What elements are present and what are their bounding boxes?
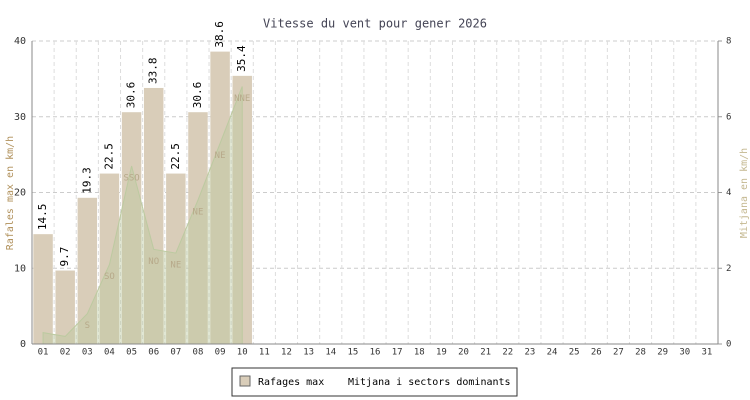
value-label: 33.8 [147,57,160,84]
y2-tick-label: 4 [726,188,731,198]
x-tick-label: 27 [613,348,624,358]
sector-label: S [85,321,90,331]
y-tick-label: 10 [14,263,26,274]
sector-label: SO [104,272,115,282]
y-axis-label: Rafales max en km/h [5,136,16,250]
legend-label: Mitjana i sectors dominants [348,377,511,388]
x-tick-label: 12 [281,348,292,358]
x-tick-label: 31 [702,348,713,358]
bar [77,197,98,344]
x-tick-label: 20 [458,348,469,358]
x-tick-label: 15 [347,348,358,358]
sector-label: NE [215,151,226,161]
x-tick-label: 10 [237,348,248,358]
y-tick-label: 40 [14,36,26,47]
x-tick-label: 07 [170,348,181,358]
x-tick-label: 06 [148,348,159,358]
bar [188,112,208,344]
x-tick-label: 13 [303,348,314,358]
x-tick-label: 14 [325,348,336,358]
y-tick-label: 20 [14,188,26,199]
value-label: 14.5 [36,204,49,231]
x-tick-label: 11 [259,348,270,358]
y-tick-label: 30 [14,112,26,123]
y2-tick-label: 8 [726,37,731,47]
legend-label: Rafages max [258,377,324,388]
sector-label: NNE [234,94,250,104]
value-label: 30.6 [125,82,138,109]
value-label: 19.3 [80,167,93,194]
bar [210,51,230,344]
x-tick-label: 16 [370,348,381,358]
x-tick-label: 09 [215,348,226,358]
value-label: 22.5 [169,143,182,170]
y-tick-label: 0 [20,339,26,350]
sector-label: NO [148,257,159,267]
bar [121,112,142,344]
y2-tick-label: 2 [726,264,731,274]
y2-tick-label: 0 [726,340,731,350]
x-tick-label: 28 [635,348,646,358]
x-tick-label: 03 [82,348,93,358]
x-tick-label: 30 [679,348,690,358]
x-tick-label: 04 [104,348,115,358]
sector-label: NE [170,261,181,271]
x-tick-label: 18 [414,348,425,358]
line-area [42,86,243,345]
value-label: 9.7 [58,247,71,267]
x-tick-label: 29 [657,348,668,358]
legend-box [231,367,518,397]
x-tick-label: 22 [502,348,513,358]
y2-tick-label: 6 [726,112,731,122]
y2-axis-label: Mitjana en km/h [739,148,750,238]
value-label: 35.4 [235,45,248,72]
x-tick-label: 02 [60,348,71,358]
bar [99,173,120,344]
bar [166,173,186,344]
value-label: 38.6 [213,21,226,48]
x-tick-label: 26 [591,348,602,358]
x-tick-label: 25 [569,348,580,358]
x-tick-label: 17 [392,348,403,358]
x-tick-label: 24 [547,348,558,358]
x-tick-label: 23 [524,348,535,358]
bar [33,234,53,344]
chart-title: Vitesse du vent pour gener 2026 [263,17,487,31]
x-tick-label: 01 [38,348,49,358]
sector-label: SSO [123,173,139,183]
bar [143,87,164,344]
x-tick-label: 19 [436,348,447,358]
x-tick-label: 08 [193,348,204,358]
value-label: 22.5 [102,143,115,170]
legend-swatch [239,375,251,387]
bar [55,270,75,344]
sector-label: NE [193,208,204,218]
x-tick-label: 21 [480,348,491,358]
value-label: 30.6 [191,82,204,109]
x-tick-label: 05 [126,348,137,358]
